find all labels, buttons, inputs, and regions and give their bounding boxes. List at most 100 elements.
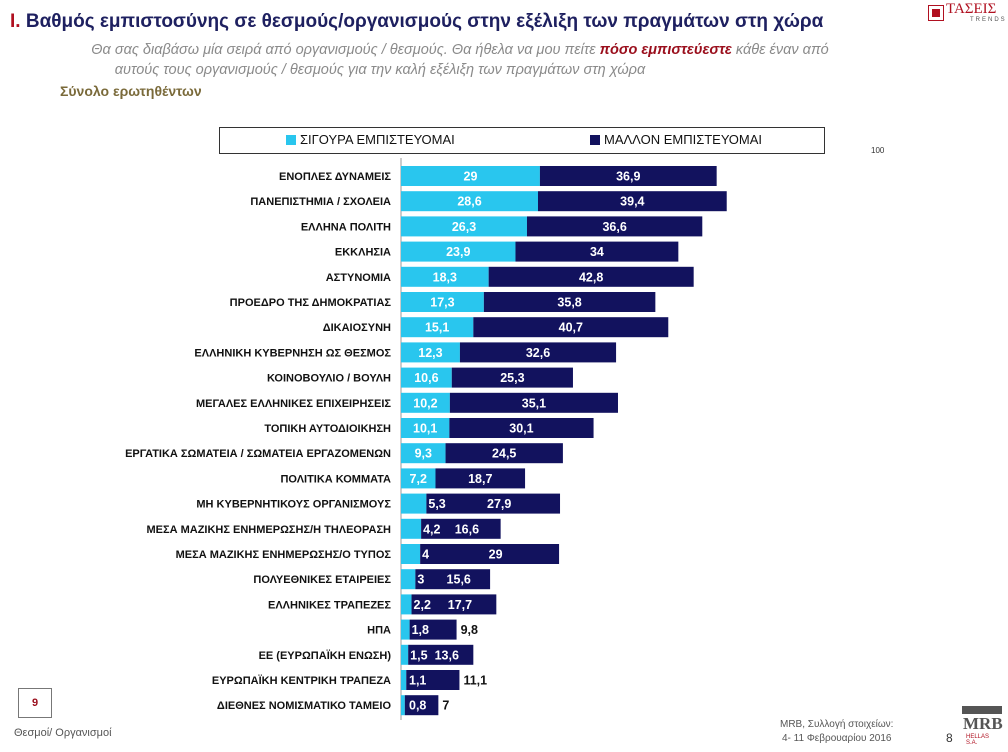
value-label-rather: 40,7 (559, 321, 583, 335)
category-label: ΕΝΟΠΛΕΣ ΔΥΝΑΜΕΙΣ (279, 171, 391, 183)
category-label: ΑΣΤΥΝΟΜΙΑ (326, 272, 391, 284)
bar-sure (401, 166, 540, 186)
bar-sure (401, 443, 446, 464)
category-label: ΕΛΛΗΝΑ ΠΟΛΙΤΗ (301, 221, 391, 233)
bar-sure (401, 619, 410, 640)
value-label-rather: 7 (442, 699, 449, 713)
category-label: ΤΟΠΙΚΗ ΑΥΤΟΔΙΟΙΚΗΣΗ (264, 423, 391, 435)
bar-rather (426, 493, 561, 514)
value-label-rather: 34 (590, 245, 604, 259)
bar-rather (409, 619, 457, 640)
value-label-rather: 29 (489, 548, 503, 562)
category-label: ΔΙΚΑΙΟΣΥΝΗ (323, 322, 391, 334)
value-label-sure: 29 (464, 170, 478, 184)
bar-rather (445, 443, 563, 464)
category-label: ΠΟΛΙΤΙΚΑ ΚΟΜΜΑΤΑ (280, 473, 391, 485)
legend-item-rather: ΜΑΛΛΟΝ ΕΜΠΙΣΤΕΥΟΜΑΙ (590, 132, 762, 147)
mrb-logo-sub: HELLAS S.A. (966, 734, 990, 746)
mrb-logo-bar (962, 706, 1002, 714)
bar-sure (401, 317, 474, 338)
value-label-sure: 9,3 (415, 447, 432, 461)
value-label-sure: 4,2 (423, 522, 440, 536)
category-label: ΔΙΕΘΝΕΣ ΝΟΜΙΣΜΑΤΙΚΟ ΤΑΜΕΙΟ (217, 700, 392, 712)
value-label-sure: 10,6 (414, 371, 438, 385)
bar-sure (401, 569, 416, 590)
category-label: ΕΛΛΗΝΙΚΕΣ ΤΡΑΠΕΖΕΣ (268, 599, 391, 611)
value-label-rather: 39,4 (620, 195, 644, 209)
legend-item-sure: ΣΙΓΟΥΡΑ ΕΜΠΙΣΤΕΥΟΜΑΙ (286, 132, 455, 147)
bar-rather (411, 594, 497, 615)
title-prefix: I. (10, 11, 21, 32)
chart-legend: ΣΙΓΟΥΡΑ ΕΜΠΙΣΤΕΥΟΜΑΙ ΜΑΛΛΟΝ ΕΜΠΙΣΤΕΥΟΜΑΙ (219, 127, 825, 154)
subtitle-part-2: κάθε έναν από (731, 42, 829, 58)
category-label: ΠΟΛΥΕΘΝΙΚΕΣ ΕΤΑΙΡΕΙΕΣ (253, 574, 391, 586)
axis-max-label: 100 (871, 146, 885, 155)
mrb-logo: MRB HELLAS S.A. (962, 706, 1003, 746)
bar-rather (539, 166, 717, 186)
legend-label-rather: ΜΑΛΛΟΝ ΕΜΠΙΣΤΕΥΟΜΑΙ (604, 132, 763, 147)
value-label-rather: 9,8 (461, 623, 478, 637)
page-box: 9 (18, 688, 52, 718)
value-label-sure: 10,1 (413, 422, 437, 436)
bar-rather (537, 191, 727, 212)
value-label-rather: 25,3 (500, 371, 524, 385)
bar-sure (401, 644, 409, 665)
category-label: ΜΕΓΑΛΕΣ ΕΛΛΗΝΙΚΕΣ ΕΠΙΧΕΙΡΗΣΕΙΣ (196, 398, 391, 410)
category-label: ΕΚΚΛΗΣΙΑ (335, 247, 391, 259)
bar-sure (401, 392, 450, 413)
legend-swatch-sure (286, 135, 296, 145)
bar-rather (451, 367, 573, 388)
value-label-sure: 0,8 (409, 699, 426, 713)
bar-rather (483, 292, 656, 312)
value-label-rather: 35,8 (557, 296, 581, 310)
source-line-2: 4- 11 Φεβρουαρίου 2016 (781, 733, 892, 744)
bar-rather (404, 695, 439, 716)
value-label-sure: 26,3 (452, 220, 476, 234)
bar-sure (401, 670, 407, 690)
bar-sure (401, 594, 412, 615)
bar-rather (415, 569, 491, 590)
bar-sure (401, 266, 489, 287)
value-label-rather: 17,7 (448, 598, 472, 612)
value-label-rather: 27,9 (487, 497, 511, 511)
mrb-logo-name: MRB (963, 714, 1003, 733)
bar-sure (401, 518, 422, 539)
logo-name: ΤΑΣΕΙΣ (946, 1, 997, 17)
value-label-sure: 10,2 (413, 396, 437, 410)
value-label-sure: 12,3 (418, 346, 442, 360)
bar-sure (401, 544, 421, 564)
value-label-sure: 7,2 (410, 472, 427, 486)
bar-sure (401, 342, 460, 363)
value-label-sure: 18,3 (433, 270, 457, 284)
value-label-rather: 42,8 (579, 270, 603, 284)
bar-rather (421, 518, 501, 539)
subtitle-line-1: Θα σας διαβάσω μία σειρά από οργανισμούς… (0, 41, 920, 60)
bar-rather (408, 644, 474, 665)
bar-rather (406, 670, 460, 690)
page-title: I. Βαθμός εμπιστοσύνης σε θεσμούς/οργανι… (10, 11, 823, 33)
value-label-sure: 5,3 (428, 497, 445, 511)
value-label-sure: 1,1 (409, 674, 426, 688)
legend-swatch-rather (590, 135, 600, 145)
footer-section-label: Θεσμοί/ Οργανισμοί (14, 727, 112, 739)
value-label-rather: 36,6 (602, 220, 626, 234)
value-label-rather: 15,6 (447, 573, 471, 587)
bar-rather (526, 216, 703, 237)
category-label: ΠΡΟΕΔΡΟ ΤΗΣ ΔΗΜΟΚΡΑΤΙΑΣ (230, 297, 392, 309)
title-text: Βαθμός εμπιστοσύνης σε θεσμούς/οργανισμο… (25, 11, 824, 32)
value-label-sure: 17,3 (430, 296, 454, 310)
value-label-rather: 18,7 (468, 472, 492, 486)
logo-square-icon (928, 5, 944, 21)
category-label: ΕΥΡΩΠΑΪΚΗ ΚΕΝΤΡΙΚΗ ΤΡΑΠΕΖΑ (212, 674, 391, 687)
value-label-sure: 23,9 (446, 245, 470, 259)
category-label: ΕΡΓΑΤΙΚΑ ΣΩΜΑΤΕΙΑ / ΣΩΜΑΤΕΙΑ ΕΡΓΑΖΟΜΕΝΩΝ (125, 448, 391, 460)
base-label: Σύνολο ερωτηθέντων (60, 83, 202, 99)
value-label-rather: 16,6 (455, 522, 479, 536)
subtitle-line-2: αυτούς τους οργανισμούς / θεσμούς για τη… (114, 62, 646, 78)
taseis-logo: ΤΑΣΕΙΣ TRENDS (928, 1, 1005, 25)
value-label-sure: 28,6 (457, 195, 481, 209)
value-label-sure: 1,8 (412, 623, 429, 637)
category-label: ΗΠΑ (367, 625, 391, 637)
bar-sure (401, 695, 405, 716)
footer-source: MRB, Συλλογή στοιχείων: 4- 11 Φεβρουαρίο… (780, 718, 893, 746)
